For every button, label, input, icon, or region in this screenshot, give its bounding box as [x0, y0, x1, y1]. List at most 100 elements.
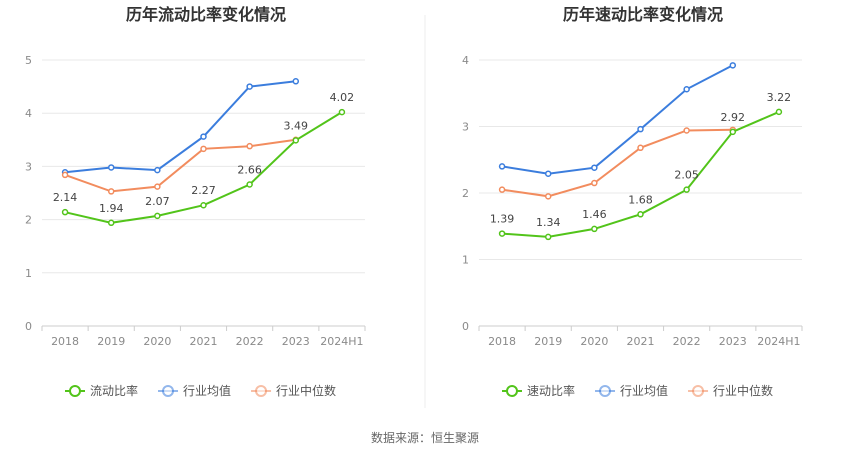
legend-label: 行业中位数: [713, 383, 773, 398]
data-point[interactable]: [729, 62, 737, 69]
x-tick-label: 2023: [719, 335, 747, 348]
data-point[interactable]: [775, 108, 783, 116]
legend-marker: [692, 385, 705, 397]
x-tick-label: 2020: [580, 335, 608, 348]
legend-marker: [599, 385, 612, 397]
data-point[interactable]: [498, 163, 506, 170]
x-tick-label: 2024H1: [320, 335, 363, 348]
legend-label: 流动比率: [90, 383, 138, 398]
data-point[interactable]: [246, 181, 253, 188]
y-tick-label: 1: [462, 254, 469, 267]
y-tick-label: 1: [25, 267, 32, 280]
x-tick-label: 2020: [143, 335, 171, 348]
legend-item[interactable]: 行业均值: [595, 383, 668, 398]
series-line: [64, 138, 296, 193]
legend-label: 行业中位数: [276, 383, 336, 398]
chart-panel-1: 历年流动比率变化情况 0 1 2 3 4 5 2018 2019 2020 2021 2022 2023…: [25, 5, 366, 398]
data-point[interactable]: [292, 137, 300, 144]
data-point[interactable]: [544, 233, 552, 241]
data-point[interactable]: [200, 201, 207, 209]
data-point[interactable]: [591, 164, 598, 171]
x-tick-label: 2018: [488, 335, 516, 348]
legend-label: 行业均值: [183, 383, 231, 398]
data-point[interactable]: [154, 212, 161, 220]
legend-label: 速动比率: [527, 383, 575, 398]
data-label: 1.94: [99, 202, 124, 215]
chart-title: 历年流动比率变化情况: [126, 5, 286, 24]
data-point[interactable]: [498, 186, 506, 193]
data-point[interactable]: [292, 78, 300, 85]
data-point[interactable]: [637, 125, 644, 133]
legend-item[interactable]: 行业中位数: [251, 383, 336, 398]
x-tick-label: 2019: [97, 335, 125, 348]
data-point[interactable]: [637, 211, 644, 218]
series-line: [501, 128, 733, 198]
data-point[interactable]: [591, 225, 598, 233]
data-label: 4.02: [330, 91, 355, 104]
data-point[interactable]: [544, 170, 552, 177]
legend-label: 行业均值: [620, 383, 668, 398]
data-point[interactable]: [683, 186, 690, 193]
data-label: 2.14: [53, 191, 78, 204]
chart-panel-2: 历年速动比率变化情况 0 1 2 3 4 2018 2019 2020 2021 2022 2023 2…: [462, 5, 803, 398]
data-point[interactable]: [637, 144, 644, 152]
series-line: [64, 80, 296, 174]
data-point[interactable]: [338, 108, 346, 116]
y-tick-label: 4: [462, 54, 469, 67]
data-point[interactable]: [200, 145, 207, 153]
legend-item[interactable]: 流动比率: [65, 383, 138, 398]
x-tick-label: 2022: [236, 335, 264, 348]
data-point[interactable]: [683, 127, 690, 134]
data-point[interactable]: [61, 171, 69, 179]
data-label: 1.68: [628, 193, 653, 206]
x-tick-label: 2023: [282, 335, 310, 348]
legend-marker: [506, 385, 518, 397]
series-line: [501, 64, 734, 175]
data-point[interactable]: [107, 188, 115, 195]
data-point[interactable]: [107, 164, 115, 171]
x-tick-label: 2021: [627, 335, 655, 348]
x-tick-label: 2024H1: [757, 335, 800, 348]
data-label: 1.39: [490, 213, 515, 226]
legend-item[interactable]: 行业均值: [158, 383, 231, 398]
legend-marker: [162, 385, 175, 397]
data-source-note: 数据来源：恒生聚源: [370, 431, 479, 445]
y-tick-label: 0: [25, 320, 32, 333]
data-point[interactable]: [729, 128, 737, 136]
data-point[interactable]: [246, 142, 253, 150]
data-label: 1.46: [582, 208, 607, 221]
data-label: 2.05: [674, 169, 699, 182]
data-point[interactable]: [498, 230, 506, 237]
data-label: 1.34: [536, 216, 561, 229]
chart-title: 历年速动比率变化情况: [563, 5, 723, 24]
x-tick-label: 2019: [534, 335, 562, 348]
data-label: 3.22: [767, 91, 792, 104]
data-label: 2.27: [191, 184, 216, 197]
y-tick-label: 2: [25, 214, 32, 227]
data-label: 2.07: [145, 195, 170, 208]
x-tick-label: 2022: [673, 335, 701, 348]
legend-marker: [255, 385, 268, 397]
y-tick-label: 4: [25, 107, 32, 120]
legend-item[interactable]: 速动比率: [502, 383, 575, 398]
legend-item[interactable]: 行业中位数: [688, 383, 773, 398]
data-point[interactable]: [246, 83, 253, 90]
data-point[interactable]: [107, 219, 115, 227]
data-point[interactable]: [154, 183, 161, 190]
y-tick-label: 3: [462, 121, 469, 134]
data-point[interactable]: [591, 179, 598, 187]
y-tick-label: 2: [462, 187, 469, 200]
data-point[interactable]: [683, 86, 690, 93]
legend-marker: [69, 385, 81, 397]
data-label: 3.49: [284, 119, 309, 132]
y-tick-label: 3: [25, 160, 32, 173]
data-label: 2.92: [721, 111, 746, 124]
data-point[interactable]: [61, 208, 69, 216]
data-point[interactable]: [544, 193, 552, 200]
data-point[interactable]: [200, 133, 207, 140]
data-label: 2.66: [237, 163, 262, 176]
data-point[interactable]: [154, 166, 161, 174]
y-tick-label: 0: [462, 320, 469, 333]
y-tick-label: 5: [25, 54, 32, 67]
